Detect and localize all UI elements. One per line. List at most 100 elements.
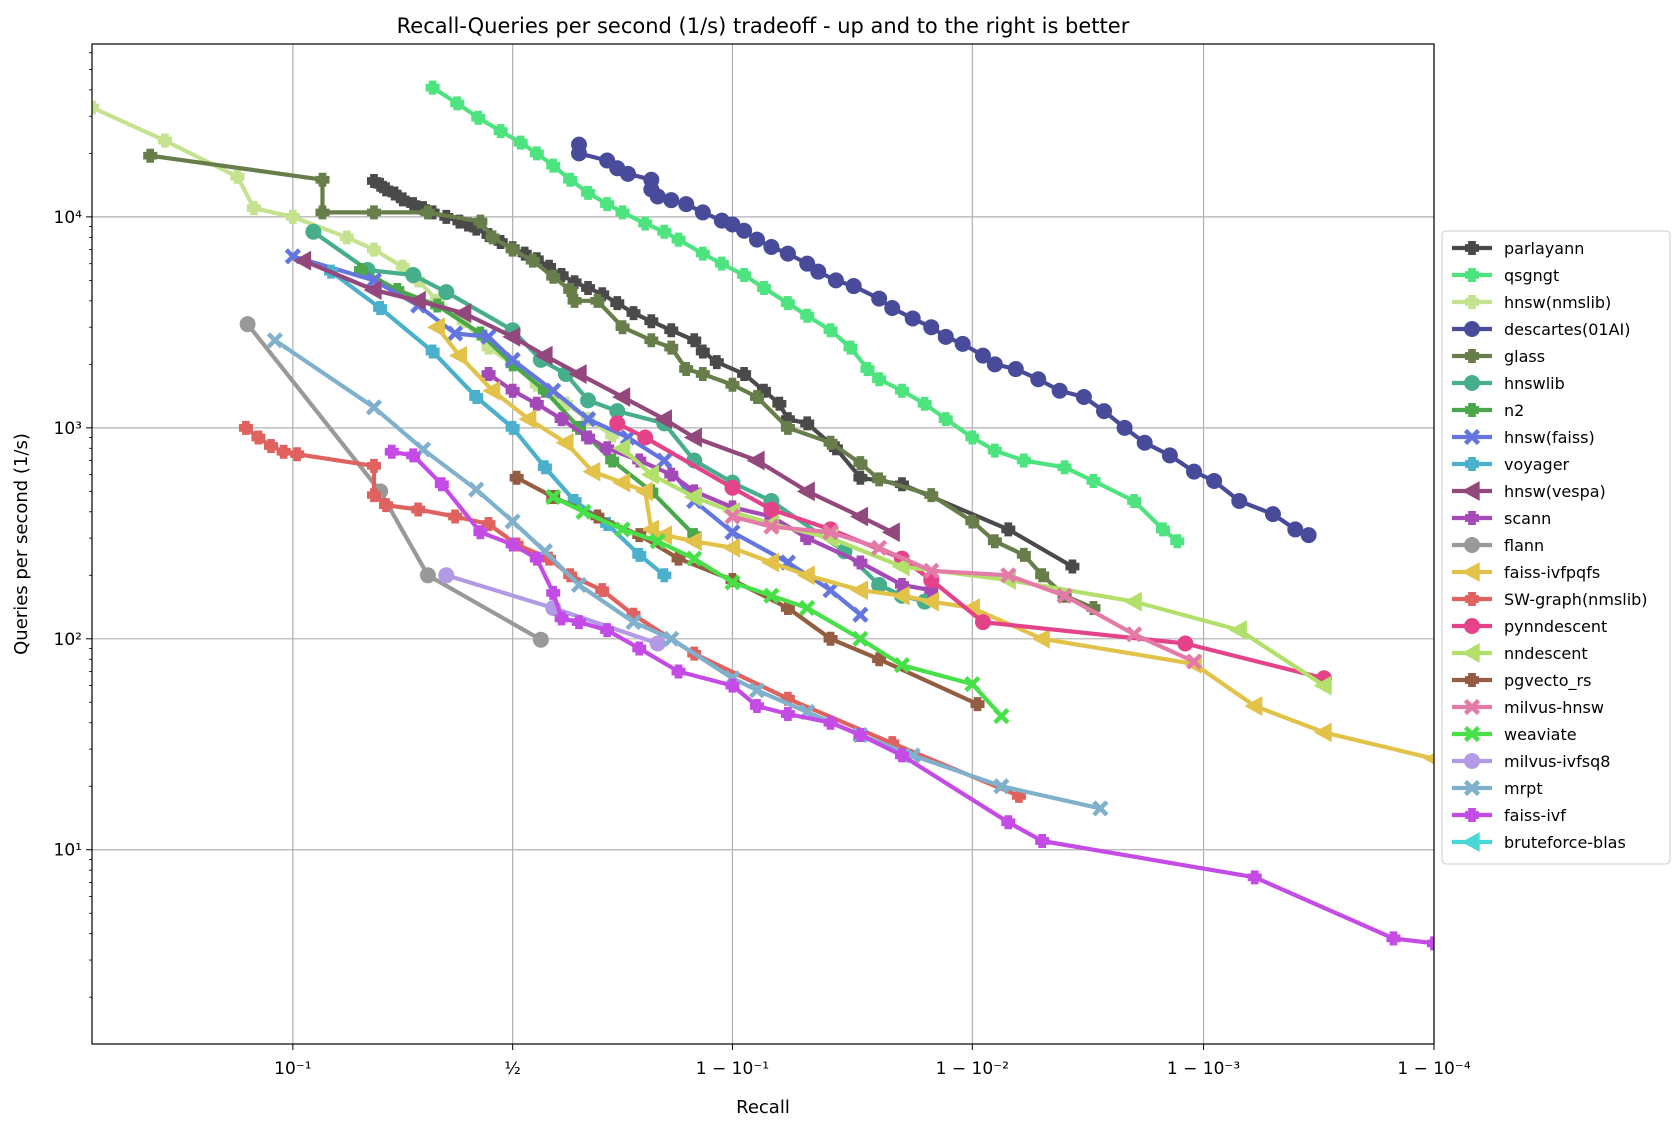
legend-label: glass [1504,347,1545,366]
data-point [1464,753,1480,769]
legend-label: pynndescent [1504,617,1607,636]
data-point [853,555,868,570]
data-point [1016,453,1031,468]
legend-entry: faiss-ivf [1452,806,1566,825]
series-milvus-hnsw [724,508,1203,670]
data-point [293,250,312,271]
data-point [1065,559,1080,574]
data-point [482,380,501,401]
data-point [420,205,435,220]
data-point [529,146,544,161]
data-point [761,552,780,573]
data-point [763,501,780,518]
data-point [473,525,488,540]
data-point [1264,506,1281,523]
legend-entry: hnsw(nmslib) [1452,293,1611,312]
series-faiss-ivf [384,444,1434,951]
data-point [1136,434,1153,451]
data-point [92,100,99,115]
data-point [537,460,552,475]
data-point [964,675,981,693]
data-point [1170,534,1185,549]
data-point [923,562,940,579]
data-point [545,382,562,399]
data-point [1464,537,1480,553]
data-point [619,165,636,182]
data-point [1244,696,1263,716]
data-point [276,444,291,459]
data-point [779,245,796,262]
data-point [600,623,615,638]
data-point [473,214,488,229]
data-point [612,472,631,493]
data-point [891,556,910,577]
data-point [1186,463,1203,480]
legend-entry: flann [1452,536,1544,555]
data-point [581,281,596,296]
legend-entry: voyager [1452,455,1570,474]
data-point [1231,492,1248,509]
data-point [290,447,305,462]
data-point [1001,522,1016,537]
data-point [529,396,544,411]
legend-label: hnsw(vespa) [1504,482,1606,501]
data-point [1123,591,1142,612]
data-point [843,340,858,355]
data-point [845,278,862,295]
data-point [1096,403,1113,420]
data-point [799,599,816,617]
series-flann [239,316,549,648]
data-point [572,615,587,630]
data-point [493,124,508,139]
tick-layer: 10⁻¹ ½ 1 − 10⁻¹ 1 − 10⁻² 1 − 10⁻³ 1 − 10⁻⁴ 10¹… [54,52,1471,1079]
data-point [448,509,463,524]
data-point [582,461,601,482]
data-point [505,383,520,398]
data-point [893,657,911,674]
data-point [884,299,901,316]
data-point [937,328,954,345]
data-point [780,420,795,435]
data-point [724,524,741,541]
data-point [1057,460,1072,475]
legend-entry: parlayann [1452,239,1584,258]
data-point [612,438,631,459]
data-point [525,253,540,268]
data-point [239,316,256,333]
data-point [481,517,496,532]
data-point [894,383,909,398]
data-point [671,232,686,247]
data-point [505,420,520,435]
x-tick-label: 1 − 10⁻⁴ [1397,1059,1470,1079]
legend-label: hnsw(faiss) [1504,428,1595,447]
data-point [449,345,468,366]
data-point [1461,481,1480,501]
legend-entry: SW-graph(nmslib) [1452,590,1648,609]
legend-entry: milvus-hnsw [1452,698,1604,717]
data-point [605,453,620,468]
data-point [379,498,394,513]
data-point [649,533,666,550]
data-point [365,399,383,416]
data-point [1016,547,1031,562]
data-point [860,362,875,377]
data-point [534,345,553,366]
data-point [143,148,158,163]
data-point [563,283,578,298]
data-point [632,641,647,656]
data-point [780,707,795,722]
data-point [872,372,887,387]
y-axis-label: Queries per second (1/s) [11,433,32,655]
data-point [823,323,838,338]
data-point [1313,675,1332,696]
data-point [823,631,838,646]
data-point [649,188,666,205]
data-point [780,296,795,311]
data-point [1126,626,1143,643]
legend-entry: pynndescent [1452,617,1607,636]
legend-entry: pgvecto_rs [1452,671,1591,691]
data-point [799,255,816,272]
data-point [1161,447,1178,464]
data-point [694,204,711,221]
legend-entry: glass [1452,347,1545,366]
